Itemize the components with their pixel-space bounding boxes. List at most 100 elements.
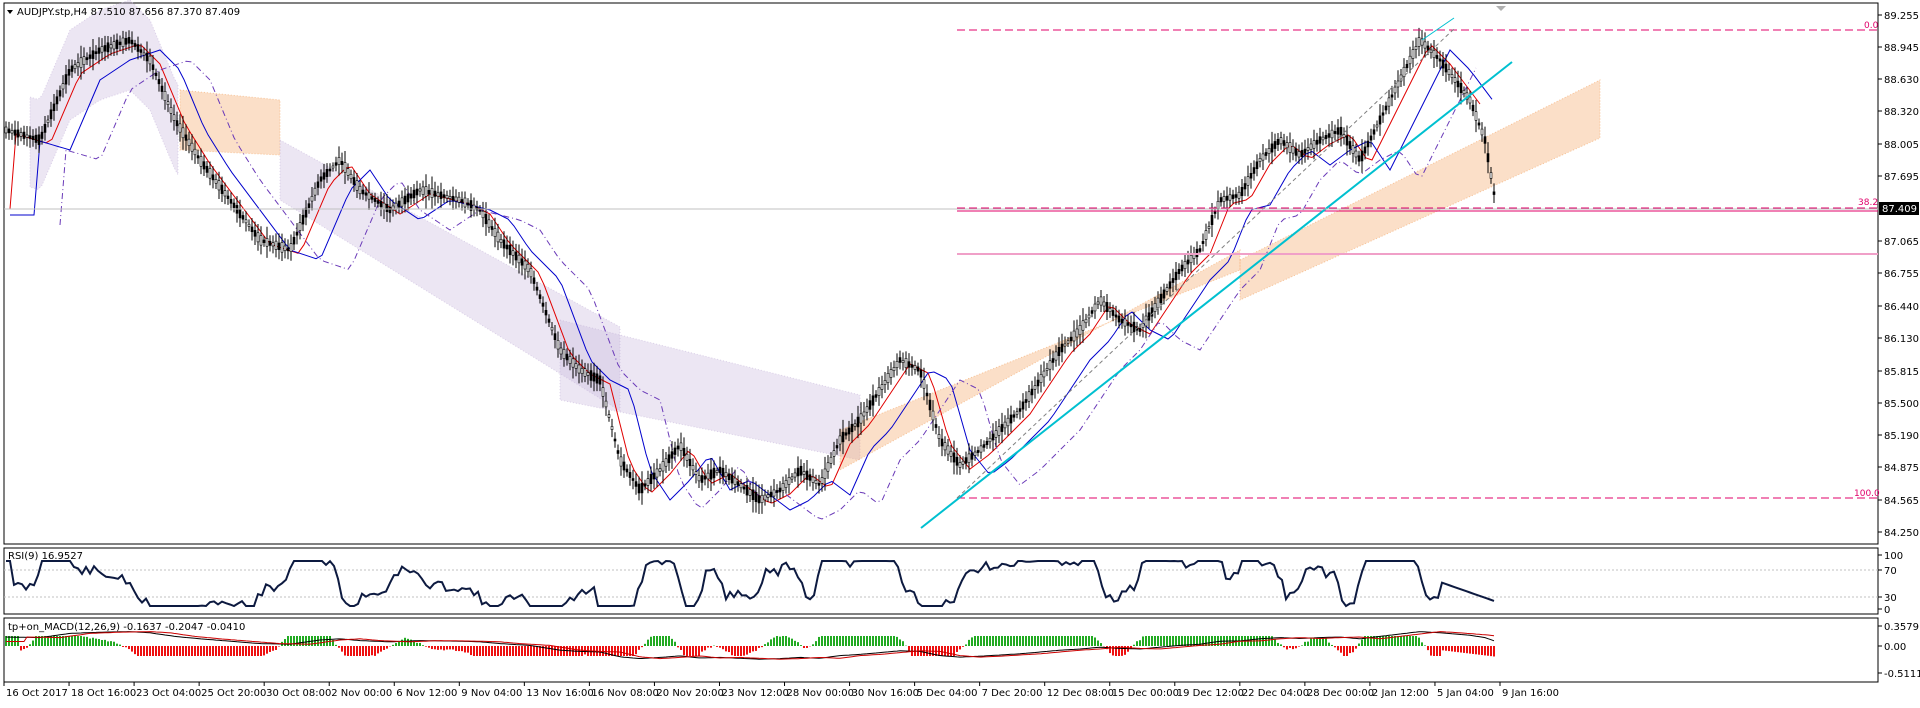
candle-body	[800, 466, 802, 475]
candle-body	[518, 255, 520, 263]
macd-bar	[854, 636, 856, 646]
candle-body	[215, 179, 217, 183]
candle-body	[692, 466, 694, 470]
candle-body	[101, 47, 103, 53]
macd-bar	[326, 636, 328, 646]
macd-bar	[275, 646, 277, 650]
time-tick-label: 2 Jan 12:00	[1372, 688, 1429, 699]
macd-bar	[125, 646, 127, 647]
macd-bar	[722, 646, 724, 649]
candle-body	[767, 495, 769, 498]
candle-body	[497, 232, 499, 242]
macd-bar	[1202, 636, 1204, 646]
candle-body	[791, 477, 793, 479]
candle-body	[194, 149, 196, 155]
macd-bar	[1298, 646, 1300, 647]
macd-bar	[992, 636, 994, 646]
candle-body	[659, 469, 661, 472]
candle-body	[761, 495, 763, 502]
candle-body	[941, 439, 943, 446]
candle-body	[1223, 197, 1225, 202]
candle-body	[1220, 198, 1222, 202]
macd-bar	[767, 642, 769, 646]
macd-bar	[1427, 646, 1429, 650]
candle-body	[536, 287, 538, 290]
candle-body	[1406, 64, 1408, 68]
candle-body	[209, 168, 211, 178]
candle-body	[245, 220, 247, 223]
macd-bar	[686, 646, 688, 656]
candle-body	[221, 185, 223, 194]
macd-bar	[1160, 636, 1162, 646]
macd-bar	[398, 641, 400, 646]
macd-bar	[662, 636, 664, 646]
candle-body	[95, 52, 97, 54]
macd-bar	[482, 646, 484, 656]
macd-bar	[1385, 636, 1387, 646]
macd-bar	[344, 646, 346, 656]
candle-body	[212, 175, 214, 180]
candle-body	[1301, 150, 1303, 156]
candle-body	[440, 192, 442, 199]
candle-body	[449, 196, 451, 198]
macd-bar	[725, 646, 727, 651]
macd-bar	[635, 646, 637, 654]
candle-body	[1103, 302, 1105, 306]
macd-bar	[464, 646, 466, 652]
macd-bar	[998, 636, 1000, 646]
time-tick-label: 28 Nov 00:00	[787, 688, 854, 699]
current-price-label: 87.409	[1882, 204, 1917, 215]
macd-bar	[458, 646, 460, 651]
candle-body	[77, 63, 79, 67]
macd-bar	[29, 644, 31, 646]
candle-body	[878, 387, 880, 395]
rsi-title: RSI(9) 16.9527	[8, 551, 83, 562]
macd-bar	[194, 646, 196, 656]
macd-bar	[455, 646, 457, 651]
candle-body	[965, 458, 967, 464]
macd-bar	[782, 636, 784, 646]
macd-bar	[107, 641, 109, 646]
candle-body	[1340, 127, 1342, 135]
macd-bar	[254, 646, 256, 656]
candle-body	[38, 135, 40, 145]
candle-body	[188, 139, 190, 145]
price-tick-label: 88.630	[1884, 75, 1919, 86]
macd-bar	[452, 646, 454, 650]
candle-body	[641, 483, 643, 493]
candle-body	[362, 190, 364, 194]
candle-body	[116, 40, 118, 49]
candle-body	[896, 361, 898, 367]
macd-bar	[1487, 646, 1489, 656]
candle-body	[929, 400, 931, 410]
candle-body	[1412, 50, 1414, 59]
candle-body	[1433, 50, 1435, 57]
candle-body	[599, 376, 601, 384]
candle-body	[428, 190, 430, 194]
candle-body	[23, 132, 25, 138]
macd-bar	[1466, 646, 1468, 653]
candle-body	[503, 240, 505, 248]
candle-body	[542, 303, 544, 306]
macd-bar	[806, 646, 808, 648]
candle-body	[482, 211, 484, 218]
candle-body	[764, 495, 766, 500]
candle-body	[1253, 168, 1255, 174]
candle-body	[839, 436, 841, 444]
macd-bar	[1184, 636, 1186, 646]
candle-body	[1169, 282, 1171, 289]
macd-bar	[656, 636, 658, 646]
candle-body	[1004, 422, 1006, 428]
candle-body	[725, 472, 727, 476]
macd-bar	[794, 641, 796, 646]
macd-bar	[80, 636, 82, 646]
macd-bar	[893, 636, 895, 646]
macd-bar	[137, 646, 139, 656]
price-tick-label: 88.320	[1884, 107, 1919, 118]
price-tick-label: 86.130	[1884, 334, 1919, 345]
macd-bar	[812, 644, 814, 646]
candle-body	[1286, 143, 1288, 148]
candle-body	[905, 358, 907, 367]
candle-body	[1100, 297, 1102, 305]
